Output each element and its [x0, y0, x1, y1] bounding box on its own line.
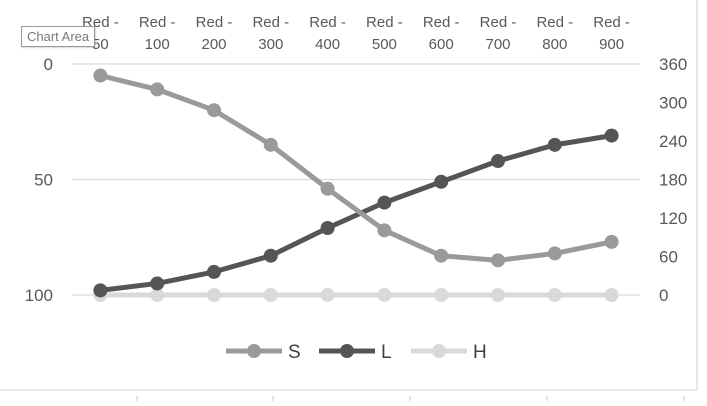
series-s: [93, 68, 619, 268]
series-s-point: [320, 181, 335, 196]
series-h-point: [547, 288, 562, 302]
x-tick-label: 800: [542, 36, 567, 53]
legend-item-l: L: [319, 342, 392, 363]
x-tick-label: 400: [315, 36, 340, 53]
series-s-point: [604, 234, 619, 249]
series-l-line: [97, 133, 615, 293]
series-h-point: [434, 288, 449, 302]
y-axis-left: 0 50 100: [25, 55, 53, 305]
x-tick-label: 50: [92, 36, 109, 53]
series-h-point: [263, 288, 278, 302]
y-left-tick-label: 50: [34, 171, 53, 190]
series-h-point: [604, 288, 619, 302]
legend-label: L: [381, 342, 392, 363]
y-left-tick-label: 0: [44, 55, 53, 74]
series-h-point: [150, 288, 165, 302]
x-tick-label: 600: [429, 36, 454, 53]
y-left-tick-label: 100: [25, 286, 53, 305]
series-s-point: [207, 103, 221, 118]
x-tick-label: Red -: [309, 14, 346, 31]
y-right-tick-label: 180: [659, 171, 687, 190]
x-tick-label: Red -: [423, 14, 460, 31]
series-l-point: [547, 137, 562, 152]
x-tick-label: Red -: [593, 14, 630, 31]
series-s-point: [93, 68, 108, 83]
outer-frame: [0, 0, 698, 401]
series-l-point: [150, 276, 165, 291]
legend-label: S: [288, 342, 301, 363]
series-s-point: [491, 253, 505, 268]
series-l-point: [377, 195, 392, 210]
y-axis-right: 0 60 120 180 240 300 360: [659, 55, 687, 305]
y-right-tick-label: 60: [659, 248, 678, 267]
x-tick-label: 300: [258, 36, 283, 53]
x-tick-label: 900: [599, 36, 624, 53]
x-tick-label: 100: [145, 36, 170, 53]
x-tick-label: 700: [485, 36, 510, 53]
x-tick-label: 200: [201, 36, 226, 53]
series-l-point: [604, 128, 619, 143]
series-h-point: [320, 288, 335, 302]
series-h-point: [491, 288, 505, 302]
legend-label: H: [473, 342, 487, 363]
y-right-tick-label: 240: [659, 132, 687, 151]
series-h-point: [377, 288, 392, 302]
series-l-point: [491, 154, 505, 169]
x-tick-label: Red -: [252, 14, 289, 31]
x-axis-top: Red - 50 Red - 100 Red - 200 Red - 300 Red - 400 R…: [82, 14, 630, 53]
y-right-tick-label: 360: [659, 55, 687, 74]
y-right-tick-label: 120: [659, 209, 687, 228]
series-h-point: [207, 288, 221, 302]
series-h: [93, 288, 619, 302]
x-tick-label: Red -: [196, 14, 233, 31]
chart-area-tooltip: Chart Area: [21, 26, 96, 47]
x-tick-label: Red -: [480, 14, 517, 31]
x-tick-label: 500: [372, 36, 397, 53]
series-l: [93, 128, 619, 298]
series-s-point: [263, 137, 278, 152]
legend-swatch-marker: [340, 344, 354, 358]
x-tick-label: Red -: [139, 14, 176, 31]
series-s-point: [377, 223, 392, 238]
legend-swatch-marker: [432, 344, 446, 358]
series-l-point: [320, 221, 335, 236]
legend-swatch-marker: [247, 344, 261, 358]
y-right-tick-label: 300: [659, 94, 687, 113]
series-l-point: [93, 283, 108, 298]
series-l-point: [207, 264, 221, 279]
legend-item-s: S: [226, 342, 301, 363]
plot-series: [93, 68, 619, 302]
series-l-point: [434, 174, 449, 189]
x-tick-label: Red -: [536, 14, 573, 31]
series-s-line: [97, 73, 615, 263]
legend-item-h: H: [411, 342, 487, 363]
series-s-point: [150, 82, 165, 97]
x-tick-label: Red -: [366, 14, 403, 31]
y-right-tick-label: 0: [659, 286, 668, 305]
series-s-point: [547, 246, 562, 261]
series-l-point: [263, 248, 278, 263]
series-s-point: [434, 248, 449, 263]
